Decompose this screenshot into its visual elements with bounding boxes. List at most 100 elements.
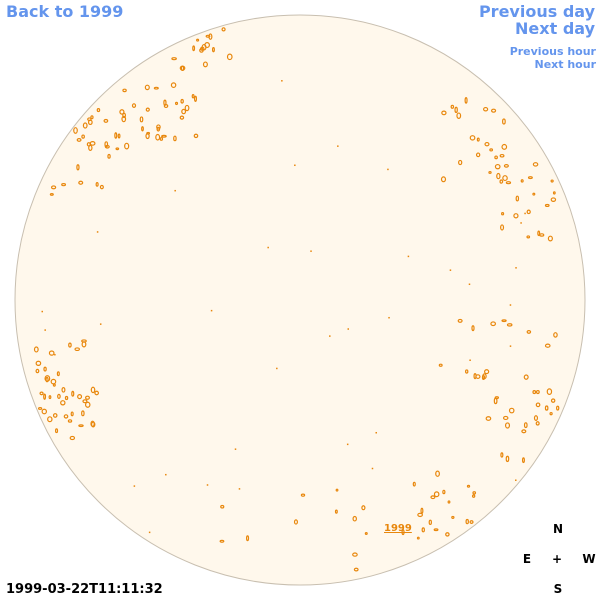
previous-day-link[interactable]: Previous day	[478, 2, 595, 21]
contour	[550, 179, 554, 183]
contour	[521, 457, 525, 464]
contour	[294, 164, 296, 167]
contour	[191, 93, 195, 99]
contour	[420, 507, 424, 514]
contour	[472, 491, 477, 495]
contour	[74, 347, 80, 352]
contour	[48, 350, 55, 356]
contour	[337, 145, 339, 147]
contour	[104, 141, 109, 148]
contour	[41, 310, 43, 313]
contour	[115, 147, 120, 151]
previous-hour-link[interactable]: Previous hour	[509, 45, 596, 58]
contour	[515, 267, 517, 269]
contour	[458, 159, 463, 166]
contour	[77, 394, 83, 400]
contour	[211, 46, 215, 53]
contour	[50, 185, 57, 190]
contour	[550, 197, 557, 203]
contour	[445, 532, 450, 537]
contour	[475, 152, 481, 158]
contour	[63, 414, 69, 419]
contour	[440, 176, 447, 183]
contour	[204, 42, 210, 49]
contour	[388, 316, 390, 319]
contour	[148, 531, 151, 534]
contour	[43, 393, 47, 400]
contour	[501, 143, 508, 150]
contour	[527, 176, 533, 180]
contour	[508, 407, 515, 414]
contour	[523, 422, 528, 429]
solar-disk	[14, 14, 586, 586]
contour	[416, 536, 420, 540]
contour	[353, 567, 359, 572]
contour	[95, 182, 99, 187]
contour	[114, 132, 118, 139]
contour	[220, 504, 225, 509]
contour	[347, 328, 349, 330]
next-day-link[interactable]: Next day	[515, 19, 595, 38]
contour	[523, 374, 529, 380]
contour	[502, 415, 509, 421]
contour	[81, 410, 85, 417]
contour	[532, 192, 536, 196]
contour	[556, 405, 560, 411]
contour	[537, 230, 541, 237]
contour	[501, 319, 507, 323]
contour	[96, 231, 99, 233]
contour	[493, 397, 498, 405]
contour	[90, 386, 96, 394]
disk-label-link[interactable]: 1999	[384, 523, 412, 534]
contour	[76, 138, 82, 142]
timestamp: 1999-03-22T11:11:32	[6, 582, 163, 597]
contour	[146, 131, 151, 135]
contour	[156, 124, 161, 130]
contour	[281, 80, 283, 82]
contour	[68, 342, 72, 348]
contour	[219, 539, 225, 543]
contour	[180, 98, 184, 104]
contour	[464, 96, 468, 104]
contour	[515, 479, 517, 481]
contour	[64, 395, 69, 401]
compass-east: E	[522, 552, 532, 566]
contour	[61, 183, 67, 187]
contour	[144, 84, 150, 91]
contour	[430, 495, 436, 500]
contour	[553, 332, 558, 338]
contour	[43, 366, 47, 372]
contour	[81, 134, 85, 139]
contour	[210, 309, 213, 312]
contour	[456, 112, 462, 120]
contour	[133, 485, 136, 487]
contour	[502, 175, 508, 182]
back-link[interactable]: Back to 1999	[6, 2, 124, 21]
contour	[124, 142, 130, 150]
contour	[267, 246, 269, 249]
contour	[417, 512, 423, 518]
contour	[82, 399, 88, 404]
contour	[494, 163, 501, 170]
contour	[500, 224, 505, 231]
contour	[476, 137, 480, 142]
contour	[500, 452, 504, 458]
contour	[451, 515, 455, 519]
contour	[84, 401, 91, 408]
contour	[107, 153, 111, 159]
contour	[193, 95, 198, 102]
contour	[544, 343, 551, 348]
contour	[245, 535, 250, 542]
contour	[447, 500, 451, 504]
contour	[509, 345, 512, 347]
contour	[170, 82, 177, 89]
contour	[334, 509, 338, 514]
contour	[421, 527, 425, 533]
contour	[96, 108, 101, 113]
contour	[441, 110, 447, 116]
contour	[513, 213, 519, 219]
contour	[174, 101, 179, 106]
next-hour-link[interactable]: Next hour	[534, 58, 597, 71]
contour	[276, 367, 278, 370]
contour	[428, 519, 432, 526]
